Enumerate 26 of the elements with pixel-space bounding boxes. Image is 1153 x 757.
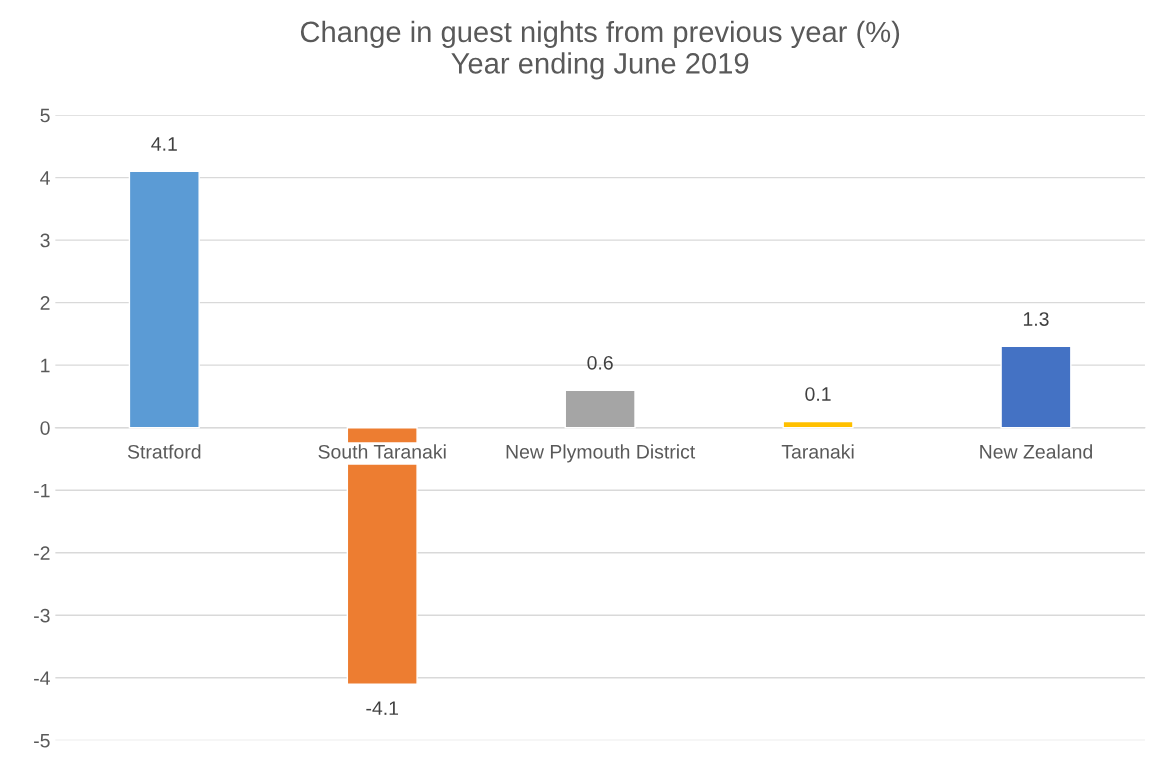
- bar: [564, 389, 636, 429]
- data-label: 0.6: [587, 355, 613, 370]
- bar: [128, 170, 200, 429]
- bar: [782, 420, 854, 429]
- x-tick-label: New Plymouth District: [506, 444, 696, 463]
- y-tick-label: -3: [34, 608, 50, 623]
- chart-title: Change in guest nights from previous year (%) Year ending June 2019: [300, 20, 900, 80]
- data-label: -4.1: [366, 701, 399, 715]
- y-tick-label: 4: [40, 171, 50, 185]
- data-label: 4.1: [151, 137, 177, 151]
- x-tick-label: New Zealand: [980, 444, 1093, 459]
- data-label: 0.1: [805, 387, 831, 401]
- data-label: 1.3: [1023, 312, 1049, 326]
- y-tick-label: -4: [34, 671, 50, 685]
- y-tick-label: 5: [40, 108, 50, 123]
- x-tick-label: South Taranaki: [318, 444, 446, 459]
- y-tick-label: -2: [34, 546, 50, 560]
- y-tick-label: 0: [40, 421, 50, 435]
- y-tick-label: 2: [40, 296, 50, 310]
- y-tick-label: 1: [41, 358, 50, 373]
- x-tick-label: Stratford: [127, 444, 201, 459]
- y-tick-label: 3: [40, 233, 50, 248]
- y-tick-label: -1: [34, 483, 50, 498]
- x-tick-label: Taranaki: [781, 444, 854, 459]
- y-tick-label: -5: [34, 734, 50, 748]
- bar: [1000, 345, 1072, 429]
